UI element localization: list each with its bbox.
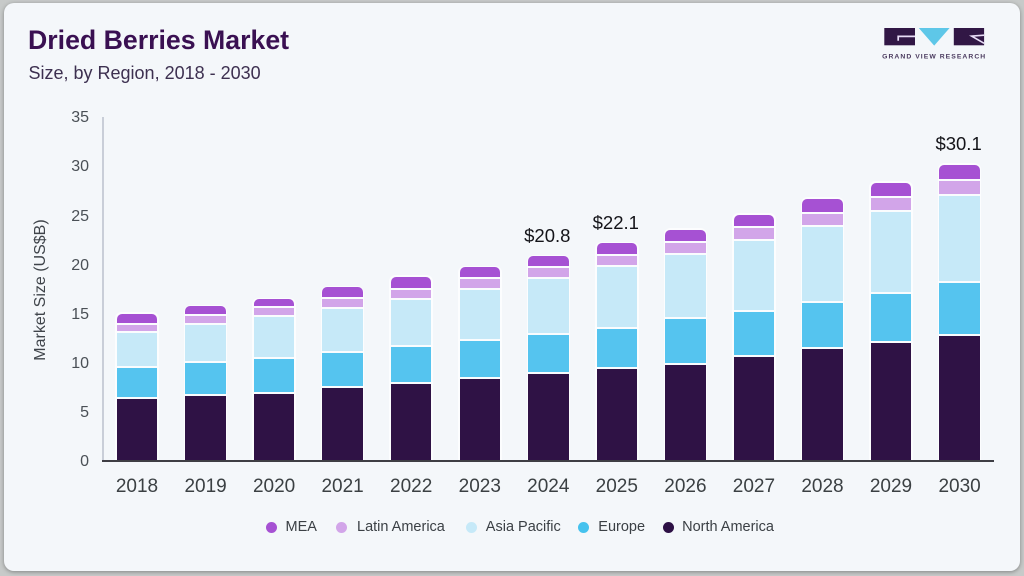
svg-text:GRAND VIEW RESEARCH: GRAND VIEW RESEARCH (882, 53, 986, 60)
